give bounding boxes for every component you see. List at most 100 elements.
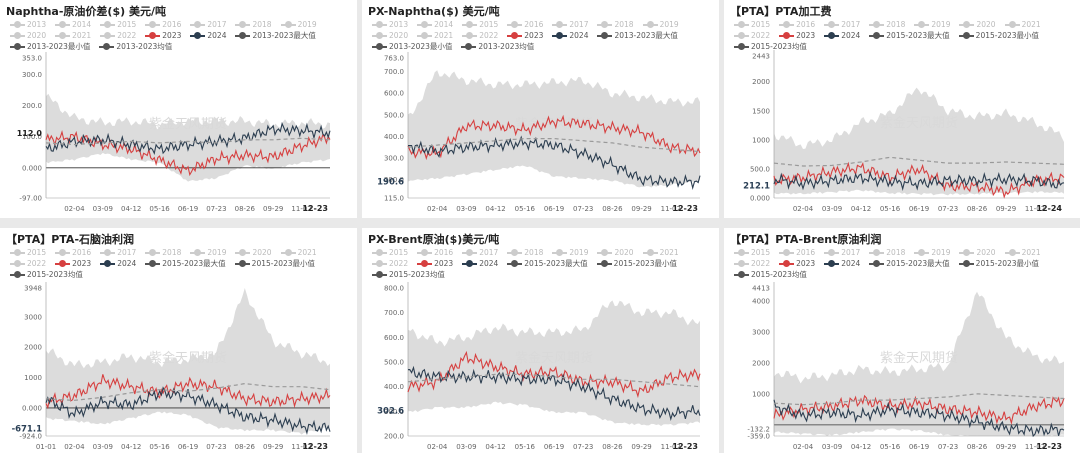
legend-item[interactable]: 2015-2023最小值 — [596, 258, 677, 269]
legend-item[interactable]: 2017 — [824, 247, 860, 258]
legend-item[interactable]: 2013-2023均值 — [99, 41, 172, 52]
legend-item[interactable]: 2013-2023最小值 — [10, 41, 90, 52]
legend-item[interactable]: 2019 — [552, 247, 588, 258]
legend-item[interactable]: 2024 — [824, 30, 860, 41]
legend-item[interactable]: 2021 — [417, 30, 453, 41]
legend-item[interactable]: 2016 — [55, 247, 91, 258]
legend-item[interactable]: 2015-2023最大值 — [507, 258, 588, 269]
series-line-2023 — [407, 114, 701, 161]
legend-item[interactable]: 2023 — [145, 30, 181, 41]
legend-item[interactable]: 2019 — [914, 247, 950, 258]
legend-item[interactable]: 2014 — [55, 19, 91, 30]
legend-item[interactable]: 2023 — [417, 258, 453, 269]
legend-item[interactable]: 2015-2023均值 — [734, 41, 807, 52]
legend-marker-icon — [462, 32, 478, 39]
legend-item[interactable]: 2022 — [462, 30, 498, 41]
legend-item[interactable]: 2021 — [55, 30, 91, 41]
legend-item[interactable]: 2015-2023最大值 — [869, 258, 950, 269]
legend-item[interactable]: 2020 — [959, 247, 996, 258]
legend-item[interactable]: 2016 — [507, 19, 543, 30]
legend-item[interactable]: 2015 — [734, 247, 770, 258]
legend-item[interactable]: 2015 — [10, 247, 46, 258]
legend-item[interactable]: 2024 — [552, 30, 588, 41]
legend-item[interactable]: 2015 — [734, 19, 770, 30]
legend-item[interactable]: 2015 — [100, 19, 136, 30]
legend-item[interactable]: 2019 — [190, 247, 226, 258]
legend-item[interactable]: 2015 — [372, 247, 408, 258]
legend-item[interactable]: 2016 — [779, 19, 815, 30]
legend-marker-icon — [958, 260, 974, 267]
legend-item[interactable]: 2020 — [10, 30, 46, 41]
legend-item[interactable]: 2020 — [235, 247, 272, 258]
legend-label: 2023 — [524, 31, 544, 40]
legend-item[interactable]: 2021 — [1004, 247, 1041, 258]
legend-item[interactable]: 2021 — [642, 247, 679, 258]
legend-item[interactable]: 2018 — [869, 247, 905, 258]
y-tick-label: 1000 — [752, 390, 770, 398]
x-tick-label: 04-12 — [485, 443, 505, 451]
legend-item[interactable]: 2017 — [824, 19, 860, 30]
legend-item[interactable]: 2016 — [145, 19, 181, 30]
legend-item[interactable]: 2015-2023均值 — [372, 269, 445, 280]
legend-item[interactable]: 2024 — [190, 30, 226, 41]
x-tick-label: 05-16 — [515, 443, 536, 451]
x-tick-label: 03-09 — [93, 205, 113, 213]
x-tick-label: 12-23 — [1036, 442, 1062, 451]
legend-label: 2017 — [841, 20, 861, 29]
x-tick-label: 11-02 — [661, 205, 681, 213]
x-tick-label: 06-19 — [544, 443, 564, 451]
legend-item[interactable]: 2016 — [417, 247, 453, 258]
legend-item[interactable]: 2016 — [779, 247, 815, 258]
legend-item[interactable]: 2013-2023均值 — [461, 41, 534, 52]
legend-item[interactable]: 2018 — [235, 19, 272, 30]
legend-item[interactable]: 2015-2023均值 — [10, 269, 83, 280]
legend-marker-icon — [552, 32, 568, 39]
legend-item[interactable]: 2019 — [914, 19, 950, 30]
legend-item[interactable]: 2020 — [372, 30, 408, 41]
legend-marker-icon — [145, 249, 161, 256]
legend-item[interactable]: 2022 — [100, 30, 136, 41]
legend-item[interactable]: 2013-2023最大值 — [235, 30, 316, 41]
legend-item[interactable]: 2023 — [507, 30, 543, 41]
legend-item[interactable]: 2021 — [280, 247, 317, 258]
legend-item[interactable]: 2022 — [372, 258, 408, 269]
legend-item[interactable]: 2018 — [869, 19, 905, 30]
legend-item[interactable]: 2015-2023最大值 — [145, 258, 226, 269]
legend-item[interactable]: 2024 — [824, 258, 860, 269]
legend-item[interactable]: 2019 — [280, 19, 317, 30]
legend-item[interactable]: 2017 — [100, 247, 136, 258]
legend-label: 2017 — [117, 248, 137, 257]
legend-item[interactable]: 2013 — [372, 19, 408, 30]
legend-item[interactable]: 2022 — [10, 258, 46, 269]
legend-item[interactable]: 2015-2023均值 — [734, 269, 807, 280]
legend-item[interactable]: 2015 — [462, 19, 498, 30]
legend-item[interactable]: 2024 — [462, 258, 498, 269]
legend-item[interactable]: 2015-2023最小值 — [234, 258, 315, 269]
legend-item[interactable]: 2021 — [1004, 19, 1041, 30]
legend-item[interactable]: 2023 — [55, 258, 91, 269]
legend-item[interactable]: 2022 — [734, 258, 770, 269]
legend-item[interactable]: 2018 — [145, 247, 181, 258]
legend-marker-icon — [10, 260, 25, 267]
legend-item[interactable]: 2013-2023最大值 — [597, 30, 678, 41]
legend-item[interactable]: 2014 — [417, 19, 453, 30]
legend-item[interactable]: 2017 — [190, 19, 226, 30]
legend-item[interactable]: 2013 — [10, 19, 46, 30]
legend-item[interactable]: 2020 — [959, 19, 996, 30]
legend-item[interactable]: 2018 — [597, 19, 634, 30]
legend-item[interactable]: 2013-2023最小值 — [372, 41, 452, 52]
legend-item[interactable]: 2019 — [642, 19, 679, 30]
y-tick-label: 200.0 — [384, 176, 404, 184]
legend-item[interactable]: 2017 — [462, 247, 498, 258]
legend-item[interactable]: 2023 — [779, 258, 815, 269]
legend-item[interactable]: 2015-2023最小值 — [958, 30, 1039, 41]
legend-item[interactable]: 2018 — [507, 247, 543, 258]
legend-item[interactable]: 2017 — [552, 19, 588, 30]
legend-item[interactable]: 2015-2023最大值 — [869, 30, 950, 41]
legend-item[interactable]: 2023 — [779, 30, 815, 41]
legend-item[interactable]: 2024 — [100, 258, 136, 269]
legend-item[interactable]: 2020 — [597, 247, 634, 258]
legend-item[interactable]: 2022 — [734, 30, 770, 41]
legend-item[interactable]: 2015-2023最小值 — [958, 258, 1039, 269]
